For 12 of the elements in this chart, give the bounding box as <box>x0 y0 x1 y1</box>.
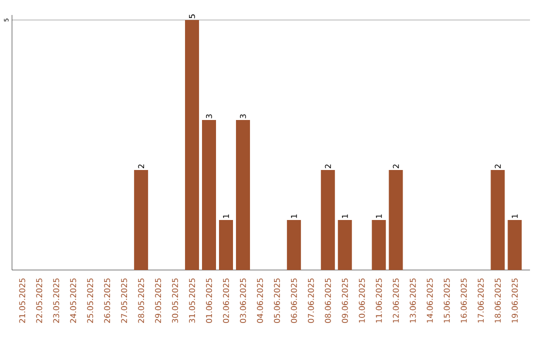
bar <box>218 220 233 270</box>
bar <box>134 170 148 270</box>
bar <box>508 220 522 270</box>
bar <box>185 20 200 270</box>
bar <box>338 220 352 270</box>
bar <box>236 120 250 270</box>
bar <box>372 220 386 270</box>
bar <box>320 170 335 270</box>
bar <box>490 170 505 270</box>
bar <box>286 220 301 270</box>
bar <box>388 170 403 270</box>
bar <box>202 120 216 270</box>
